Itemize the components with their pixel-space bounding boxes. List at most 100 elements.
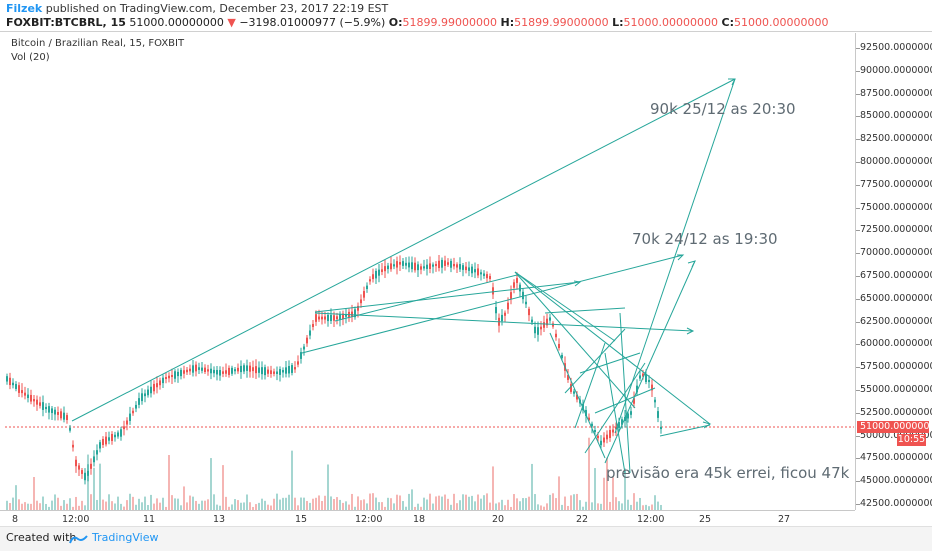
- volume-bar: [252, 506, 254, 510]
- trend-line[interactable]: [314, 312, 694, 332]
- trend-line-drawings[interactable]: [71, 78, 736, 474]
- volume-bar: [234, 499, 236, 510]
- ticker-symbol[interactable]: FOXBIT:BTCBRL, 15: [6, 16, 126, 29]
- trend-line[interactable]: [514, 271, 636, 409]
- candle-body: [285, 367, 287, 374]
- trend-line[interactable]: [544, 307, 626, 314]
- volume-bar: [261, 498, 263, 510]
- volume-bar: [324, 495, 326, 510]
- volume-bar: [135, 504, 137, 510]
- price-axis-label: 77500.00000000: [860, 178, 932, 190]
- time-axis-label: 13: [213, 514, 226, 525]
- trend-line[interactable]: [334, 274, 518, 322]
- candle-body: [153, 383, 155, 392]
- trend-line[interactable]: [659, 424, 711, 437]
- volume-bar: [9, 503, 11, 510]
- trend-line[interactable]: [604, 352, 626, 474]
- volume-bar: [297, 505, 299, 510]
- price-chart-svg[interactable]: [5, 33, 854, 510]
- candle-body: [147, 389, 149, 396]
- candle-body: [69, 427, 71, 431]
- price-axis-label: 42500.00000000: [860, 498, 932, 509]
- arrow-head-icon: [686, 327, 695, 335]
- volume-bar: [489, 502, 491, 510]
- annotation-previsao[interactable]: previsão era 45k errei, ficou 47k: [606, 464, 850, 482]
- trend-line[interactable]: [619, 312, 631, 474]
- time-axis-label: 22: [576, 514, 589, 525]
- trend-line[interactable]: [514, 271, 711, 425]
- volume-bar: [108, 494, 110, 510]
- header-divider: [0, 31, 932, 32]
- volume-bar: [537, 504, 539, 510]
- candle-body: [366, 285, 368, 290]
- volume-bar: [255, 504, 257, 510]
- trend-line[interactable]: [584, 362, 646, 454]
- candle-body: [558, 343, 560, 349]
- price-axis-tick: [856, 504, 860, 505]
- volume-bar: [453, 493, 455, 510]
- annotation-70k[interactable]: 70k 24/12 as 19:30: [632, 230, 778, 248]
- volume-bar: [417, 503, 419, 510]
- trend-line[interactable]: [549, 332, 606, 459]
- volume-bar: [411, 489, 413, 510]
- candle-body: [249, 365, 251, 372]
- ticker-change: −3198.01000977 (−5.9%): [239, 16, 386, 29]
- candle-body: [141, 393, 143, 402]
- trend-line[interactable]: [301, 254, 684, 354]
- candle-body: [132, 410, 134, 414]
- volume-bar: [60, 505, 62, 510]
- volume-bar: [429, 493, 431, 510]
- publish-info: Filzek published on TradingView.com, Dec…: [6, 2, 388, 15]
- candle-body: [573, 391, 575, 394]
- candle-body: [150, 386, 152, 394]
- volume-legend[interactable]: Vol (20): [11, 52, 50, 63]
- trend-line[interactable]: [314, 281, 581, 313]
- candle-body: [75, 459, 77, 467]
- trend-line[interactable]: [71, 78, 736, 422]
- chart-pane[interactable]: [5, 33, 854, 510]
- price-axis-label: 72500.00000000: [860, 224, 932, 236]
- candle-body: [615, 426, 617, 430]
- price-axis-label: 55000.00000000: [860, 384, 932, 395]
- volume-bar: [114, 503, 116, 510]
- annotation-90k[interactable]: 90k 25/12 as 20:30: [650, 100, 796, 118]
- trend-line[interactable]: [604, 260, 696, 464]
- volume-bar: [600, 503, 602, 510]
- price-axis-label: 75000.00000000: [860, 201, 932, 213]
- volume-bar: [651, 504, 653, 510]
- candle-body: [288, 366, 290, 374]
- volume-bar: [63, 500, 65, 510]
- candle-body: [294, 367, 296, 370]
- author-name[interactable]: Filzek: [6, 2, 43, 15]
- volume-bar: [606, 457, 608, 510]
- trend-line[interactable]: [579, 352, 641, 374]
- tradingview-brand-link[interactable]: TradingView: [92, 531, 159, 544]
- trend-line[interactable]: [514, 271, 616, 342]
- candle-body: [129, 413, 131, 421]
- volume-bar: [591, 502, 593, 510]
- volume-bar: [363, 499, 365, 510]
- time-axis-label: 15: [295, 514, 308, 525]
- candle-body: [279, 369, 281, 375]
- time-axis[interactable]: 8 12:00 11 13 15 12:00 18 20 22 12:00 25 27: [0, 510, 855, 527]
- trend-line[interactable]: [574, 342, 606, 429]
- candle-body: [462, 265, 464, 270]
- candle-body: [561, 354, 563, 359]
- candle-body: [393, 264, 395, 267]
- chart-legend-title[interactable]: Bitcoin / Brazilian Real, 15, FOXBIT: [11, 38, 185, 49]
- bar-countdown-badge: 10:55: [897, 434, 926, 446]
- candle-body: [363, 291, 365, 298]
- volume-bar: [498, 502, 500, 510]
- trend-line[interactable]: [564, 328, 626, 394]
- price-axis[interactable]: 92500.00000000 90000.00000000 87500.000000…: [855, 33, 932, 510]
- volume-bar: [33, 477, 35, 510]
- open-value: 51899.99000000: [402, 16, 498, 29]
- volume-bar: [201, 500, 203, 510]
- candle-body: [12, 382, 14, 386]
- volume-bar: [492, 466, 494, 510]
- volume-bar: [336, 497, 338, 510]
- candle-body: [30, 394, 32, 402]
- trend-line[interactable]: [614, 78, 736, 434]
- volume-bar: [402, 501, 404, 510]
- volume-bar: [405, 506, 407, 510]
